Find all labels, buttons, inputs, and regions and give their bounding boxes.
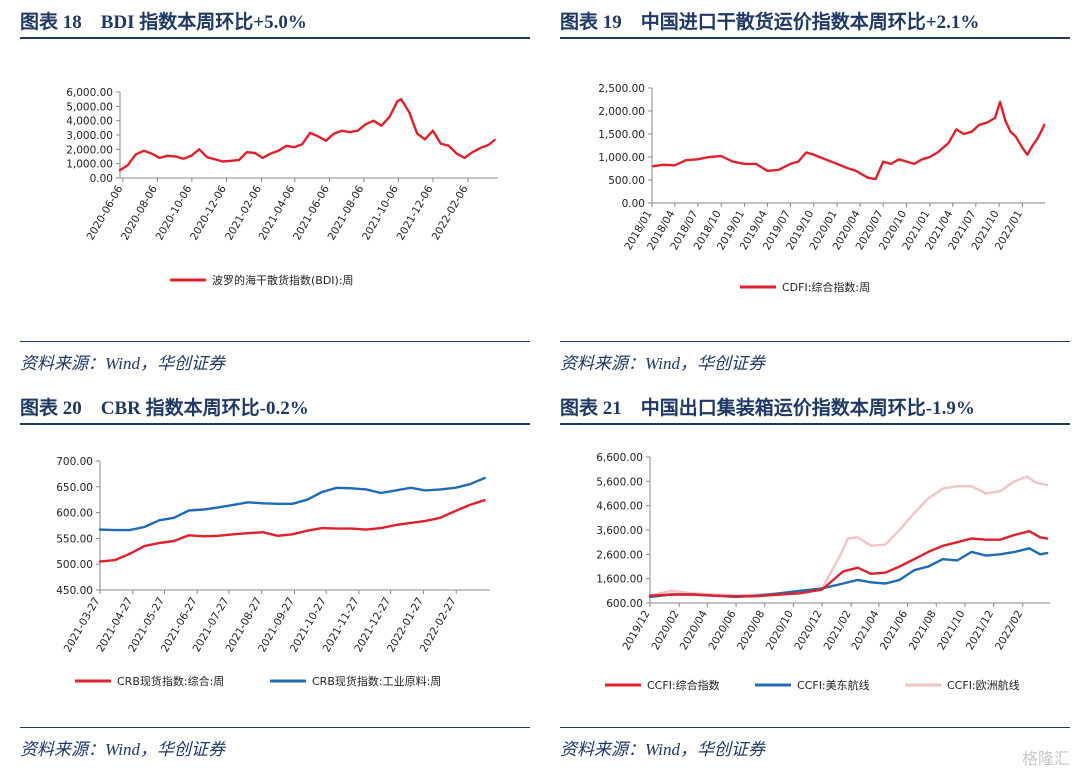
y-tick-label: 0.00 xyxy=(90,173,113,185)
y-tick-label: 5,000.00 xyxy=(66,101,113,113)
x-tick-label: 2020/06 xyxy=(706,608,738,652)
y-tick-label: 6,000.00 xyxy=(66,87,113,99)
line-chart-ccfi: 600.00 1,600.00 2,600.00 3,600.00 4,600.00 5,… xyxy=(596,452,1050,692)
chart-title: 图表 19 中国进口干散货运价指数本周环比+2.1% xyxy=(560,12,980,33)
source-divider xyxy=(20,341,530,342)
x-tick-label: 2021/12 xyxy=(964,609,996,653)
series-line xyxy=(98,476,486,532)
title-underline xyxy=(20,423,530,425)
y-tick-label: 4,600.00 xyxy=(596,501,643,513)
y-tick-label: 1,600.00 xyxy=(596,574,643,586)
y-tick-label: 650.00 xyxy=(56,482,93,494)
source-divider xyxy=(20,727,530,728)
x-tick-label: 2020/08 xyxy=(735,609,767,653)
legend-label: CRB现货指数:综合:周 xyxy=(117,674,224,688)
source-divider xyxy=(560,341,1070,342)
chart-title: 图表 21 中国出口集装箱运价指数本周环比-1.9% xyxy=(560,398,975,419)
chart-title: 图表 20 CBR 指数本周环比-0.2% xyxy=(20,398,309,419)
series-line xyxy=(648,547,1049,599)
x-tick-label: 2021-08-06 xyxy=(326,183,367,242)
x-tick-label: 2020/04 xyxy=(678,608,710,652)
x-tick-label: 2020-08-06 xyxy=(119,183,160,242)
y-tick-label: 450.00 xyxy=(56,585,93,597)
x-tick-label: 2021/10 xyxy=(935,609,967,653)
y-tick-label: 4,000.00 xyxy=(66,116,113,128)
source-divider xyxy=(560,727,1070,728)
x-tick-label: 2020/12 xyxy=(792,609,824,653)
x-tick-label: 2020-10-06 xyxy=(154,183,195,242)
legend-label: 波罗的海干散货指数(BDI):周 xyxy=(212,273,354,287)
title-underline xyxy=(560,423,1070,425)
title-underline xyxy=(560,37,1070,39)
x-tick-label: 2021/08 xyxy=(907,609,939,653)
y-tick-label: 700.00 xyxy=(56,456,93,468)
x-tick-label: 2021/06 xyxy=(878,608,910,652)
line-chart-bdi: 0.00 1,000.00 2,000.00 3,000.00 4,000.00 5,00… xyxy=(66,87,498,287)
series-line xyxy=(651,100,1046,181)
line-chart-cdfi: 0.00 500.00 1,000.00 1,500.00 2,000.00 2,500.… xyxy=(598,83,1046,294)
y-tick-label: 5,600.00 xyxy=(596,476,643,488)
y-tick-label: 3,600.00 xyxy=(596,525,643,537)
legend-label: CCFI:欧洲航线 xyxy=(947,678,1020,692)
x-tick-label: 2021-12-06 xyxy=(395,183,436,242)
line-chart-crb: 450.00500.00550.00600.00650.00700.002021… xyxy=(56,456,490,688)
x-tick-label: 2022/02 xyxy=(993,609,1025,653)
x-tick-label: 2019/12 xyxy=(620,609,652,653)
y-tick-label: 600.00 xyxy=(56,508,93,520)
y-tick-label: 500.00 xyxy=(56,559,93,571)
y-tick-label: 1,000.00 xyxy=(598,152,645,164)
y-tick-label: 500.00 xyxy=(608,175,645,187)
series-line xyxy=(118,98,496,172)
y-tick-label: 2,600.00 xyxy=(596,549,643,561)
legend-label: CRB现货指数:工业原料:周 xyxy=(312,674,441,688)
chart-panel-crb: 图表 20 CBR 指数本周环比-0.2% 450.00 500.00 550.00… xyxy=(20,386,530,771)
y-tick-label: 2,000.00 xyxy=(598,106,645,118)
chart-title: 图表 18 BDI 指数本周环比+5.0% xyxy=(20,12,307,33)
y-tick-label: 3,000.00 xyxy=(66,130,113,142)
chart-panel-bdi: 图表 18 BDI 指数本周环比+5.0% 0.00 1,000.00 2,000.… xyxy=(20,0,530,385)
x-tick-label: 2020/02 xyxy=(650,609,682,653)
x-tick-label: 2022-02-06 xyxy=(430,183,471,242)
x-tick-label: 2021/04 xyxy=(849,608,881,652)
x-tick-label: 2020-12-06 xyxy=(188,183,229,242)
x-tick-label: 2020/10 xyxy=(764,609,796,653)
y-tick-label: 550.00 xyxy=(56,533,93,545)
y-tick-label: 2,500.00 xyxy=(598,83,645,95)
legend-label: CDFI:综合指数:周 xyxy=(782,280,870,294)
legend-label: CCFI:美东航线 xyxy=(797,678,870,692)
x-tick-label: 2021-06-06 xyxy=(291,183,332,242)
series-line xyxy=(98,498,486,563)
x-tick-label: 2021-10-06 xyxy=(360,183,401,242)
y-tick-label: 2,000.00 xyxy=(66,144,113,156)
title-underline xyxy=(20,37,530,39)
chart-panel-cdfi: 图表 19 中国进口干散货运价指数本周环比+2.1% 0.00 500.00 1,0… xyxy=(560,0,1070,385)
chart-source: 资料来源：Wind，华创证券 xyxy=(20,354,225,373)
legend-label: CCFI:综合指数 xyxy=(647,678,720,692)
x-tick-label: 2020-06-06 xyxy=(85,183,126,242)
chart-panel-ccfi: 图表 21 中国出口集装箱运价指数本周环比-1.9% 600.00 1,600.0… xyxy=(560,386,1070,771)
y-tick-label: 1,000.00 xyxy=(66,159,113,171)
series-line xyxy=(648,475,1049,597)
chart-source: 资料来源：Wind，华创证券 xyxy=(560,354,765,373)
x-tick-label: 2021-04-06 xyxy=(257,183,298,242)
y-tick-label: 600.00 xyxy=(606,598,643,610)
y-tick-label: 6,600.00 xyxy=(596,452,643,464)
y-tick-label: 0.00 xyxy=(622,198,645,210)
watermark-logo: 格隆汇 xyxy=(1021,749,1070,768)
chart-source: 资料来源：Wind，华创证券 xyxy=(20,740,225,759)
chart-source: 资料来源：Wind，华创证券 xyxy=(560,740,765,759)
series-line xyxy=(648,529,1049,598)
y-tick-label: 1,500.00 xyxy=(598,129,645,141)
